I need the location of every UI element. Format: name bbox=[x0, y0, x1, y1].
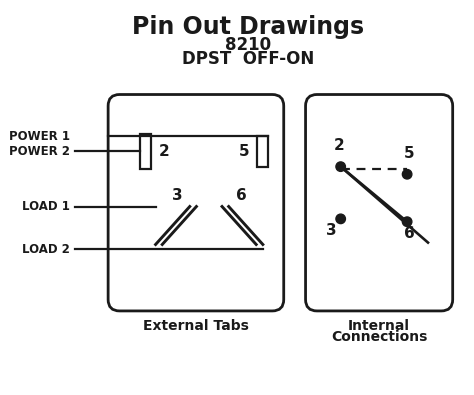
FancyBboxPatch shape bbox=[108, 94, 284, 311]
Text: POWER 1: POWER 1 bbox=[9, 130, 70, 143]
Text: 6: 6 bbox=[236, 188, 246, 203]
Text: Internal: Internal bbox=[348, 318, 410, 333]
Circle shape bbox=[402, 169, 412, 179]
Text: 5: 5 bbox=[238, 144, 249, 159]
Text: LOAD 2: LOAD 2 bbox=[22, 243, 70, 256]
Text: DPST  OFF-ON: DPST OFF-ON bbox=[182, 50, 314, 68]
FancyBboxPatch shape bbox=[306, 94, 453, 311]
Text: 6: 6 bbox=[404, 226, 414, 241]
Text: 5: 5 bbox=[404, 146, 414, 161]
Text: External Tabs: External Tabs bbox=[143, 318, 249, 333]
Circle shape bbox=[336, 162, 346, 171]
Circle shape bbox=[336, 214, 346, 224]
Text: 3: 3 bbox=[326, 223, 337, 238]
Text: 8210: 8210 bbox=[225, 36, 271, 54]
Bar bbox=[257, 136, 268, 167]
Bar bbox=[140, 134, 151, 169]
Text: POWER 2: POWER 2 bbox=[9, 145, 70, 158]
Text: 3: 3 bbox=[172, 188, 183, 203]
Text: 2: 2 bbox=[333, 138, 344, 153]
Circle shape bbox=[402, 217, 412, 226]
Text: Pin Out Drawings: Pin Out Drawings bbox=[132, 15, 364, 39]
Text: Connections: Connections bbox=[331, 330, 427, 344]
Text: LOAD 1: LOAD 1 bbox=[22, 200, 70, 213]
Text: 2: 2 bbox=[159, 144, 170, 159]
